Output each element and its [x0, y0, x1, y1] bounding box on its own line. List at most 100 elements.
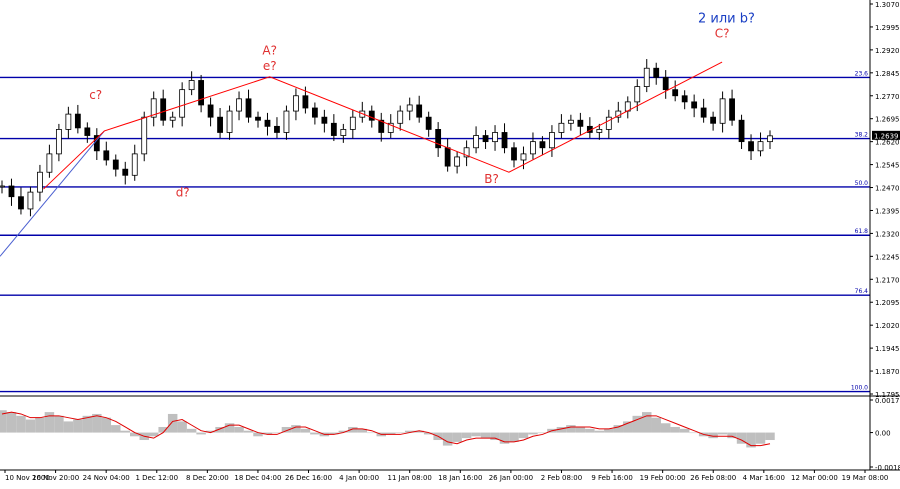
histogram-bar [765, 432, 775, 441]
candle-body [719, 98, 726, 124]
histogram-bar [386, 432, 396, 435]
histogram-bar [623, 421, 633, 433]
histogram-bar [224, 423, 235, 433]
wave-path [43, 61, 723, 190]
candle-body [198, 80, 205, 106]
candle-body [511, 147, 517, 161]
candle-body [141, 116, 148, 155]
candle-body [330, 122, 337, 136]
histogram-bar [746, 432, 756, 448]
candle-body [501, 132, 508, 149]
histogram-bar [148, 432, 159, 437]
candle-body [349, 116, 356, 130]
candle-body [340, 129, 347, 136]
histogram-bar [205, 430, 216, 433]
histogram-bar [25, 419, 36, 433]
candle-body [567, 119, 574, 124]
histogram-bar [234, 426, 244, 433]
candle-body [605, 116, 612, 130]
candle-body [122, 168, 129, 176]
price-tick-label: 1.2245 [875, 253, 900, 261]
wave-label-3: d? [176, 186, 190, 200]
histogram-bar [480, 432, 491, 439]
histogram-bar [556, 426, 567, 433]
histogram-bar [490, 432, 500, 441]
fib-level-label: 76.4 [855, 288, 869, 295]
candle-body [112, 159, 119, 170]
candle-body [406, 104, 413, 112]
time-tick-label: 10 Nov 2000 [5, 474, 50, 482]
histogram-bar [348, 426, 358, 433]
candle-body [302, 95, 309, 109]
candle-body [27, 191, 34, 210]
histogram-bar [736, 432, 747, 444]
histogram-bar [6, 412, 17, 433]
candle-body [245, 98, 252, 118]
candle-body [397, 110, 404, 124]
histogram-bar [243, 430, 254, 433]
time-tick-label: 4 Jan 00:00 [339, 474, 379, 482]
candle-body [46, 153, 53, 173]
trendline [0, 130, 105, 257]
time-tick-label: 26 Dec 16:00 [285, 474, 332, 482]
histogram-bar [44, 412, 55, 433]
candle-body [634, 86, 641, 103]
histogram-bar [82, 415, 93, 433]
fib-level-label: 23.6 [855, 70, 869, 77]
candle-body [435, 129, 442, 149]
histogram-bar [404, 430, 415, 433]
fib-level-label: 61.8 [855, 228, 869, 235]
candle-body [160, 98, 167, 121]
candle-body [188, 80, 195, 91]
histogram-bar [613, 425, 624, 433]
histogram-bar [708, 432, 718, 439]
histogram-bar [395, 432, 405, 434]
time-tick-label: 9 Feb 16:00 [591, 474, 632, 482]
histogram-bar [509, 432, 519, 442]
candle-body [283, 110, 290, 133]
time-tick-label: 26 Jan 00:00 [489, 474, 533, 482]
candle-body [596, 129, 603, 133]
price-tick-label: 1.2395 [875, 207, 900, 215]
osc-tick-label: -0.00185 [875, 464, 900, 472]
wave-label-1: A? [262, 43, 277, 57]
price-box-bg [872, 130, 900, 140]
candle-body [681, 95, 688, 103]
candle-body [558, 122, 565, 133]
histogram-bar [272, 432, 282, 434]
time-tick-label: 11 Jan 08:00 [388, 474, 432, 482]
candle-body [425, 116, 432, 130]
histogram-bar [357, 428, 368, 433]
candle-body [368, 110, 375, 121]
histogram-bar [196, 432, 206, 435]
histogram-bar [291, 425, 301, 433]
histogram-bar [101, 417, 112, 433]
price-tick-label: 1.2770 [875, 93, 900, 101]
candle-body [311, 107, 318, 118]
histogram-bar [158, 426, 168, 433]
candle-body [37, 171, 43, 193]
candle-body [207, 104, 214, 118]
time-tick-label: 2 Feb 08:00 [541, 474, 582, 482]
oscillator-pane [0, 410, 775, 448]
histogram-bar [717, 432, 728, 435]
wave-label-5: C? [715, 27, 730, 41]
time-tick-label: 18 Jan 16:00 [438, 474, 482, 482]
histogram-bar [329, 432, 339, 435]
histogram-bar [281, 426, 292, 433]
histogram-bar [414, 430, 424, 433]
histogram-bar [73, 419, 83, 433]
candle-body [8, 185, 15, 198]
candle-body [18, 196, 24, 210]
candle-body [454, 156, 461, 167]
fib-level-label: 50.0 [855, 180, 869, 187]
time-tick-label: 19 Feb 00:00 [640, 474, 686, 482]
price-tick-label: 1.1870 [875, 368, 900, 376]
candle-body [84, 127, 91, 136]
candle-body [463, 147, 470, 158]
fib-level-label: 38.2 [855, 132, 869, 139]
candle-body [444, 147, 451, 167]
candle-body [530, 141, 536, 155]
fib-level-label: 100.0 [851, 385, 868, 392]
